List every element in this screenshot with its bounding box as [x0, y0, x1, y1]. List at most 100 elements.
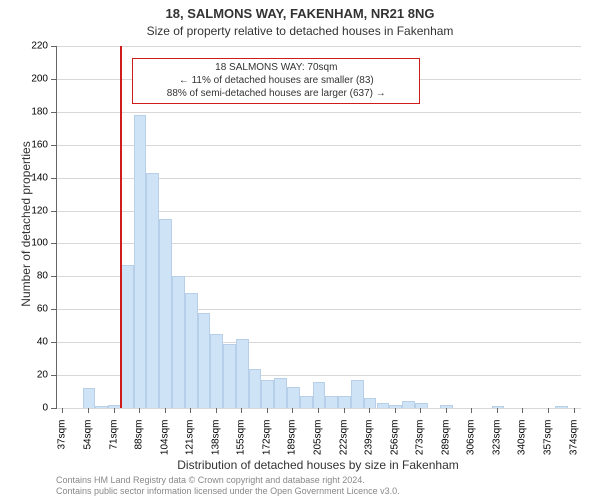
ytick-label: 0 [22, 403, 48, 414]
ytick-mark [51, 276, 56, 277]
histogram-bar [261, 380, 274, 408]
xtick-label: 71sqm [108, 420, 119, 470]
xtick-mark [139, 408, 140, 413]
ytick-mark [51, 211, 56, 212]
xtick-mark [292, 408, 293, 413]
xtick-label: 357sqm [543, 420, 554, 470]
xtick-label: 121sqm [185, 420, 196, 470]
annotation-line3: 88% of semi-detached houses are larger (… [137, 87, 415, 100]
xtick-label: 205sqm [313, 420, 324, 470]
annotation-line1: 18 SALMONS WAY: 70sqm [137, 61, 415, 74]
gridline [57, 112, 581, 113]
xtick-mark [241, 408, 242, 413]
xtick-mark [88, 408, 89, 413]
xtick-mark [267, 408, 268, 413]
histogram-bar [198, 313, 211, 408]
histogram-bar [83, 388, 96, 408]
ytick-mark [51, 46, 56, 47]
xtick-mark [114, 408, 115, 413]
xtick-mark [190, 408, 191, 413]
histogram-bar [146, 173, 159, 408]
xtick-mark [446, 408, 447, 413]
ytick-label: 80 [22, 271, 48, 282]
xtick-mark [318, 408, 319, 413]
xtick-mark [369, 408, 370, 413]
xtick-label: 189sqm [287, 420, 298, 470]
ytick-mark [51, 243, 56, 244]
ytick-label: 100 [22, 238, 48, 249]
annotation-callout: 18 SALMONS WAY: 70sqm ← 11% of detached … [132, 58, 420, 104]
ytick-label: 200 [22, 73, 48, 84]
xtick-label: 54sqm [82, 420, 93, 470]
ytick-mark [51, 342, 56, 343]
ytick-label: 180 [22, 106, 48, 117]
xtick-label: 222sqm [338, 420, 349, 470]
xtick-mark [522, 408, 523, 413]
xtick-label: 273sqm [415, 420, 426, 470]
ytick-mark [51, 112, 56, 113]
xtick-label: 172sqm [261, 420, 272, 470]
xtick-mark [574, 408, 575, 413]
xtick-label: 88sqm [134, 420, 145, 470]
xtick-label: 323sqm [491, 420, 502, 470]
histogram-bar [236, 339, 249, 408]
histogram-bar [210, 334, 223, 408]
xtick-label: 155sqm [236, 420, 247, 470]
xtick-label: 104sqm [159, 420, 170, 470]
xtick-label: 138sqm [210, 420, 221, 470]
ytick-mark [51, 408, 56, 409]
ytick-mark [51, 79, 56, 80]
xtick-label: 37sqm [57, 420, 68, 470]
histogram-bar [377, 403, 390, 408]
histogram-bar [351, 380, 364, 408]
xtick-label: 256sqm [389, 420, 400, 470]
ytick-label: 60 [22, 304, 48, 315]
gridline [57, 46, 581, 47]
histogram-bar [402, 401, 415, 408]
xtick-mark [62, 408, 63, 413]
footer-attribution: Contains HM Land Registry data © Crown c… [56, 475, 400, 498]
xtick-label: 374sqm [568, 420, 579, 470]
histogram-bar [364, 398, 377, 408]
ytick-label: 40 [22, 337, 48, 348]
histogram-bar [249, 369, 262, 408]
ytick-label: 20 [22, 370, 48, 381]
ytick-mark [51, 178, 56, 179]
ytick-mark [51, 309, 56, 310]
xtick-mark [497, 408, 498, 413]
histogram-bar [134, 115, 147, 408]
histogram-bar [223, 344, 236, 408]
ytick-label: 160 [22, 139, 48, 150]
property-marker-line [120, 46, 122, 408]
ytick-label: 140 [22, 172, 48, 183]
xtick-mark [165, 408, 166, 413]
ytick-mark [51, 145, 56, 146]
histogram-bar [159, 219, 172, 408]
xtick-mark [420, 408, 421, 413]
histogram-bar [95, 406, 108, 408]
histogram-bar [325, 396, 338, 408]
xtick-mark [548, 408, 549, 413]
page-title-line1: 18, SALMONS WAY, FAKENHAM, NR21 8NG [0, 6, 600, 21]
ytick-mark [51, 375, 56, 376]
histogram-bar [121, 265, 134, 408]
page-subtitle: Size of property relative to detached ho… [0, 24, 600, 38]
histogram-bar [555, 406, 568, 408]
xtick-label: 239sqm [364, 420, 375, 470]
histogram-bar [300, 396, 313, 408]
xtick-label: 340sqm [517, 420, 528, 470]
ytick-label: 220 [22, 41, 48, 52]
histogram-bar [313, 382, 326, 408]
y-axis-label: Number of detached properties [19, 43, 33, 405]
histogram-bar [287, 387, 300, 408]
xtick-mark [344, 408, 345, 413]
footer-line1: Contains HM Land Registry data © Crown c… [56, 475, 400, 487]
histogram-bar [274, 378, 287, 408]
footer-line2: Contains public sector information licen… [56, 486, 400, 498]
xtick-mark [395, 408, 396, 413]
histogram-bar [172, 276, 185, 408]
ytick-label: 120 [22, 205, 48, 216]
xtick-label: 306sqm [466, 420, 477, 470]
histogram-bar [185, 293, 198, 408]
xtick-mark [216, 408, 217, 413]
